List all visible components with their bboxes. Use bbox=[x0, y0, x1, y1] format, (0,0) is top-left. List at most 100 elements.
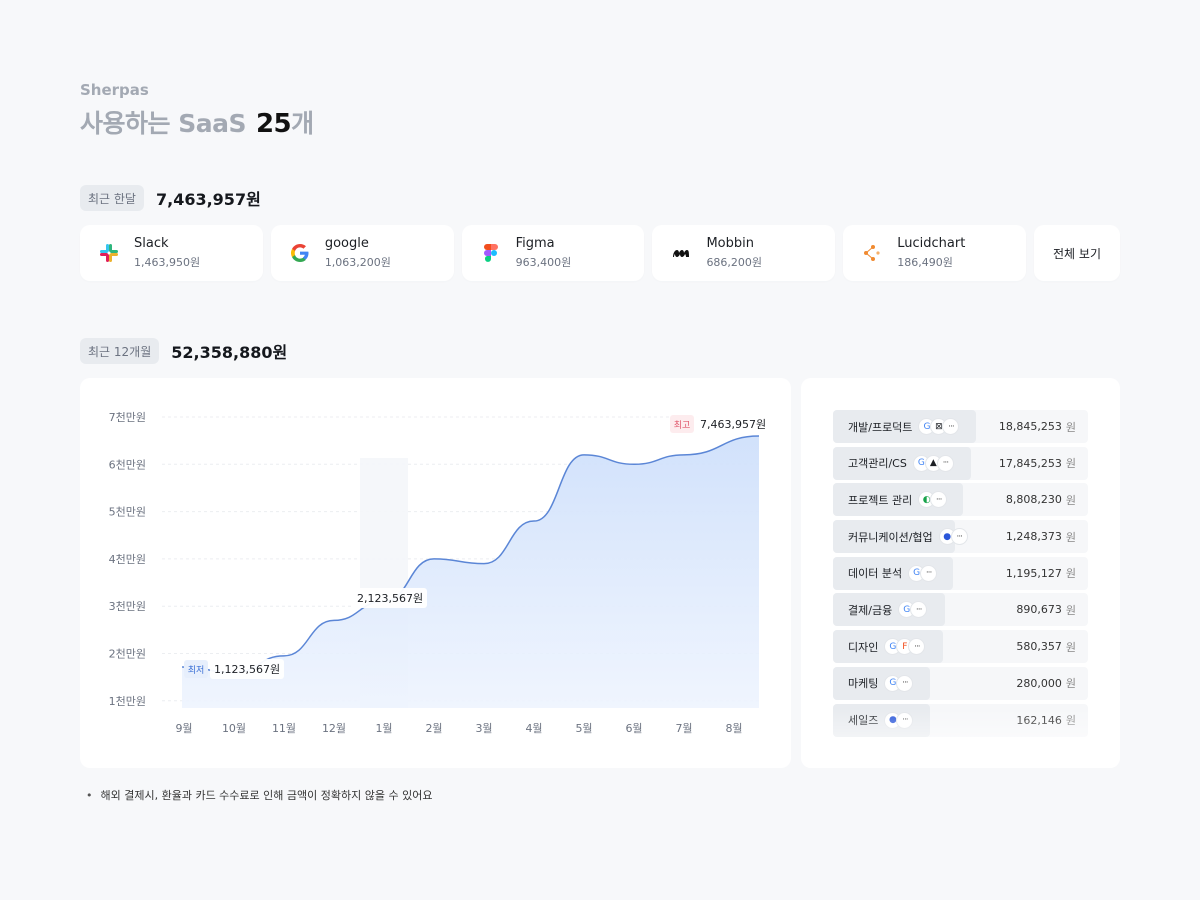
more-apps-icon: ··· bbox=[936, 454, 954, 472]
saas-name: Lucidchart bbox=[897, 236, 966, 251]
x-tick-label: 9월 bbox=[175, 722, 192, 735]
category-amount: 8,808,230 원 bbox=[1006, 483, 1076, 516]
x-tick-label: 11월 bbox=[272, 722, 296, 735]
brand-name: Sherpas bbox=[80, 81, 149, 99]
category-amount: 17,845,253 원 bbox=[999, 447, 1076, 480]
category-bar: 커뮤니케이션/협업 ● ··· bbox=[833, 520, 968, 554]
amount-value: 580,357 bbox=[1016, 640, 1062, 654]
amount-unit: 원 bbox=[1065, 420, 1076, 434]
category-app-icons: ● ··· bbox=[884, 711, 914, 729]
saas-name: Slack bbox=[134, 236, 169, 251]
hover-annotation-value: 2,123,567원 bbox=[357, 592, 423, 605]
more-apps-icon: ··· bbox=[920, 564, 938, 582]
category-name: 디자인 bbox=[848, 640, 879, 654]
saas-amount: 1,063,200원 bbox=[324, 256, 391, 269]
figma-logo-icon bbox=[480, 242, 502, 264]
x-tick-label: 10월 bbox=[222, 722, 246, 735]
saas-card-mobbin[interactable]: Mobbin 686,200원 bbox=[652, 225, 836, 281]
min-annotation-tag: 최저 bbox=[188, 665, 205, 676]
saas-amount: 1,463,950원 bbox=[134, 256, 201, 269]
amount-value: 18,845,253 bbox=[998, 420, 1062, 433]
category-row[interactable]: 결제/금융 G ··· 890,673 원 bbox=[833, 593, 1088, 627]
category-row[interactable]: 데이터 분석 G ··· 1,195,127 원 bbox=[833, 556, 1088, 590]
saas-name: Mobbin bbox=[706, 236, 754, 251]
category-app-icons: G F ··· bbox=[884, 638, 926, 656]
category-app-icons: ● ··· bbox=[938, 528, 968, 546]
footnote: 해외 결제시, 환율과 카드 수수료로 인해 금액이 정확하지 않을 수 있어요 bbox=[86, 787, 433, 803]
amount-value: 1,248,373 bbox=[1005, 530, 1062, 544]
category-amount: 280,000 원 bbox=[1016, 667, 1076, 700]
more-apps-icon: ··· bbox=[910, 601, 928, 619]
max-annotation-tag-bg bbox=[670, 415, 694, 433]
recent-month-total: 7,463,957원 bbox=[155, 190, 261, 209]
category-name: 커뮤니케이션/협업 bbox=[848, 530, 933, 544]
top-saas-cards: Slack 1,463,950원 google 1,063,200원 bbox=[80, 225, 1120, 281]
category-bar: 결제/금융 G ··· bbox=[833, 593, 946, 627]
saas-card-figma[interactable]: Figma 963,400원 bbox=[461, 225, 645, 281]
y-tick-label: 5천만원 bbox=[109, 505, 146, 519]
max-annotation-tag: 최고 bbox=[674, 420, 691, 431]
recent-year-pill: 최근 12개월 bbox=[80, 338, 160, 364]
category-bar: 마케팅 G ··· bbox=[833, 666, 930, 700]
min-annotation-value-bg bbox=[210, 659, 284, 679]
x-tick-label: 1월 bbox=[375, 722, 392, 735]
category-app-icons: G ··· bbox=[908, 564, 938, 582]
category-amount: 1,248,373 원 bbox=[1006, 520, 1076, 553]
more-apps-icon: ··· bbox=[930, 491, 948, 509]
category-row[interactable]: 프로젝트 관리 ◐ ··· 8,808,230 원 bbox=[833, 483, 1088, 517]
category-row[interactable]: 세일즈 ● ··· 162,146 원 bbox=[833, 703, 1088, 737]
more-apps-icon: ··· bbox=[896, 711, 914, 729]
category-amount: 18,845,253 원 bbox=[999, 410, 1076, 443]
category-amount: 580,357 원 bbox=[1016, 630, 1076, 663]
saas-amount: 686,200원 bbox=[706, 256, 763, 269]
category-name: 프로젝트 관리 bbox=[848, 493, 913, 507]
category-bar: 디자인 G F ··· bbox=[833, 630, 943, 664]
saas-card-slack[interactable]: Slack 1,463,950원 bbox=[80, 225, 263, 281]
google-logo-icon bbox=[289, 242, 311, 264]
amount-value: 8,808,230 bbox=[1005, 493, 1062, 507]
category-row[interactable]: 마케팅 G ··· 280,000 원 bbox=[833, 666, 1088, 700]
category-bar: 개발/프로덕트 G ⊠ ··· bbox=[833, 410, 976, 443]
y-tick-label: 7천만원 bbox=[109, 410, 146, 424]
category-name: 세일즈 bbox=[848, 714, 879, 727]
amount-value: 280,000 bbox=[1016, 676, 1062, 690]
x-tick-label: 3월 bbox=[475, 722, 492, 735]
recent-month-pill: 최근 한달 bbox=[80, 185, 144, 211]
view-all-button[interactable]: 전체 보기 bbox=[1034, 225, 1120, 281]
more-apps-icon: ··· bbox=[942, 418, 960, 435]
y-tick-label: 2천만원 bbox=[109, 647, 146, 661]
category-bar: 고객관리/CS G ▲ ··· bbox=[833, 446, 971, 480]
x-tick-label: 4월 bbox=[525, 722, 542, 735]
recent-year-total: 52,358,880원 bbox=[171, 343, 288, 362]
hover-annotation: 2,123,567원 bbox=[353, 588, 427, 608]
y-tick-label: 3천만원 bbox=[109, 599, 146, 613]
x-tick-label: 5월 bbox=[575, 722, 592, 735]
amount-unit: 원 bbox=[1065, 457, 1076, 471]
y-tick-label: 6천만원 bbox=[109, 457, 146, 471]
category-bar: 프로젝트 관리 ◐ ··· bbox=[833, 483, 964, 517]
min-annotation-tag-bg bbox=[184, 660, 208, 678]
y-tick-label: 4천만원 bbox=[109, 552, 146, 566]
category-name: 데이터 분석 bbox=[848, 567, 903, 581]
category-row[interactable]: 커뮤니케이션/협업 ● ··· 1,248,373 원 bbox=[833, 520, 1088, 554]
amount-unit: 원 bbox=[1065, 677, 1076, 691]
category-row[interactable]: 고객관리/CS G ▲ ··· 17,845,253 원 bbox=[833, 446, 1088, 480]
max-annotation-value: 7,463,957원 bbox=[700, 418, 766, 431]
x-tick-label: 8월 bbox=[725, 722, 742, 735]
category-app-icons: G ··· bbox=[898, 601, 928, 619]
more-apps-icon: ··· bbox=[896, 674, 914, 692]
amount-value: 17,845,253 bbox=[998, 456, 1062, 470]
min-annotation-value: 1,123,567원 bbox=[214, 663, 280, 676]
category-app-icons: G ▲ ··· bbox=[912, 454, 954, 472]
category-row[interactable]: 디자인 G F ··· 580,357 원 bbox=[833, 630, 1088, 664]
category-amount: 162,146 원 bbox=[1016, 704, 1076, 737]
category-row[interactable]: 개발/프로덕트 G ⊠ ··· 18,845,253 원 bbox=[833, 410, 1088, 443]
mobbin-logo-icon bbox=[670, 242, 692, 264]
category-name: 결제/금융 bbox=[848, 603, 893, 617]
saas-card-google[interactable]: google 1,063,200원 bbox=[270, 225, 454, 281]
saas-card-lucidchart[interactable]: Lucidchart 186,490원 bbox=[843, 225, 1027, 281]
category-name: 마케팅 bbox=[848, 677, 879, 691]
recent-month-summary: 최근 한달 7,463,957원 bbox=[80, 185, 261, 211]
category-breakdown: 개발/프로덕트 G ⊠ ··· 18,845,253 원 고객관리/CS G ▲ ··· 17,84… bbox=[801, 378, 1120, 768]
lucidchart-logo-icon bbox=[861, 242, 883, 264]
